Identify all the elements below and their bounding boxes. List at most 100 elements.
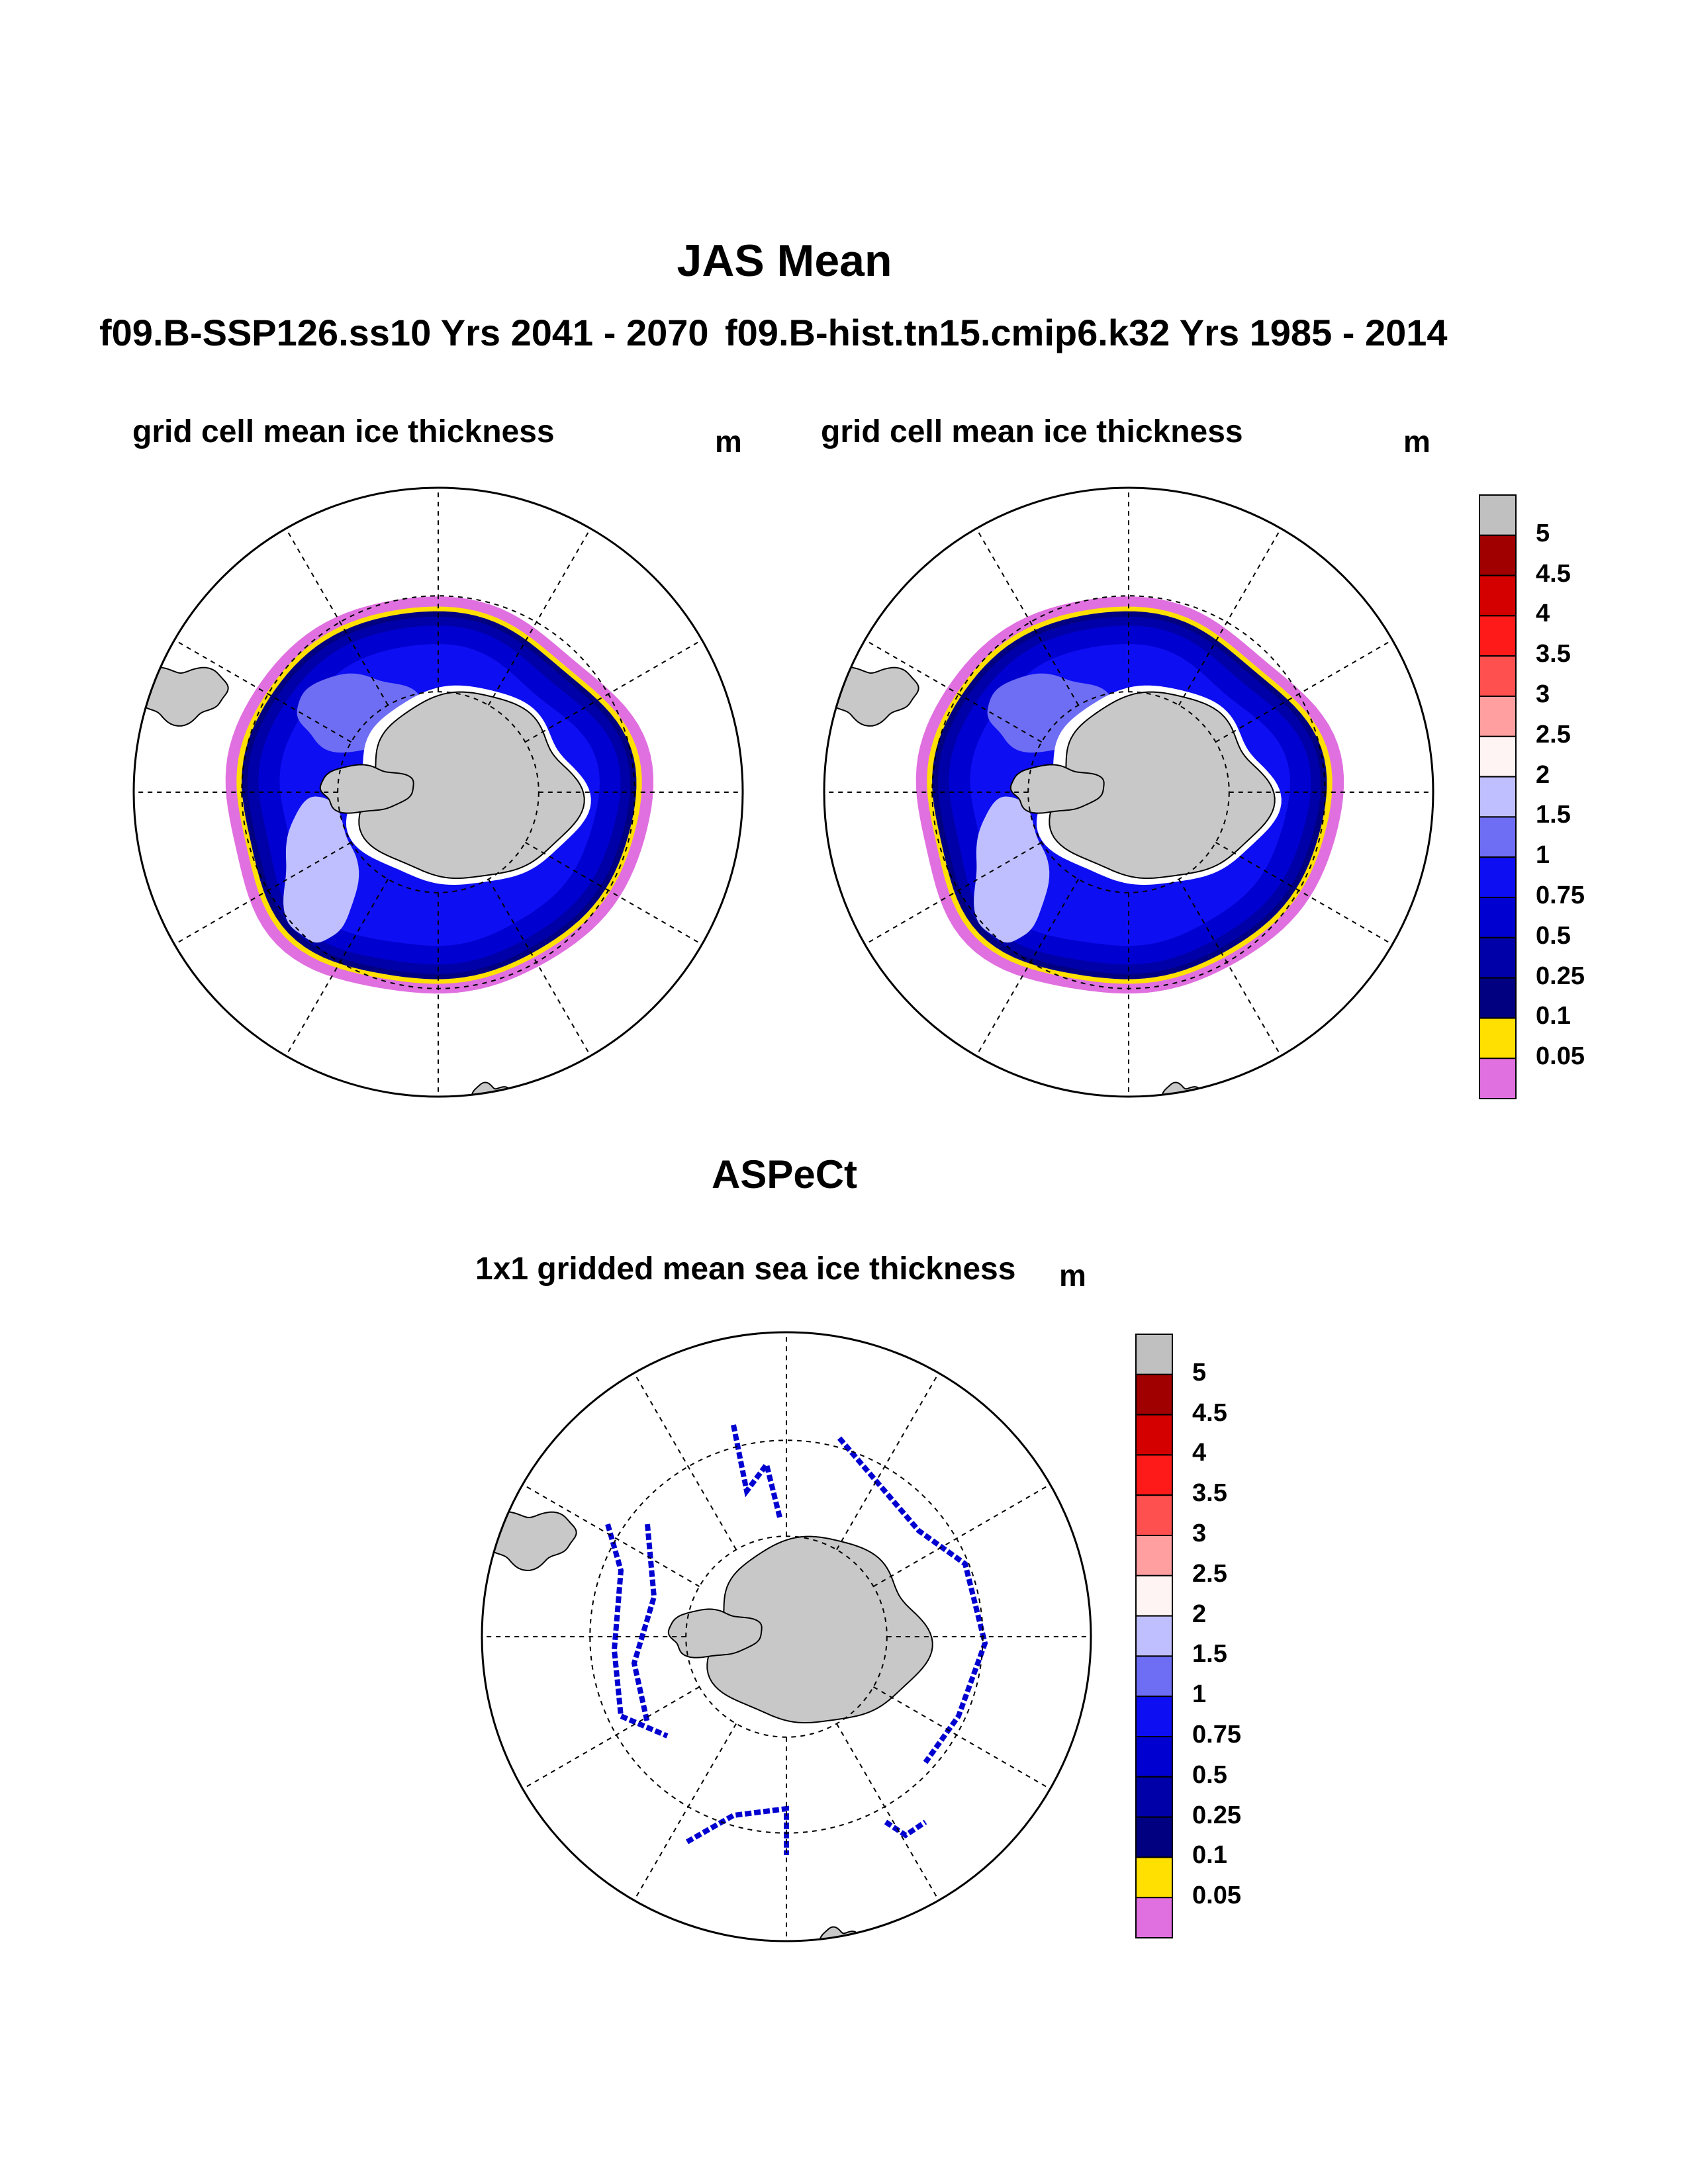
colorbar-box-4 [1479,655,1517,698]
meridian-10 [488,528,591,706]
meridian-7 [522,1484,700,1587]
ship-track-5 [884,1819,927,1839]
ship-track-3 [837,1436,988,1764]
colorbar-tick-label: 0.25 [1536,962,1585,990]
colorbar-tick-label: 4 [1192,1439,1207,1467]
main-title: JAS Mean [677,236,892,286]
colorbar-tick-label: 0.1 [1536,1002,1571,1030]
meridian-1 [524,842,702,945]
colorbar-tick-label: 2 [1536,760,1550,789]
graticule [482,1332,1091,1941]
ship-track-0 [605,1523,669,1739]
meridian-11 [872,1484,1051,1587]
colorbar-tick-label: 0.5 [1536,921,1571,950]
meridian-5 [865,842,1043,945]
colorbar-box-13 [1479,1017,1517,1060]
graticule [134,488,743,1097]
colorbar-tick-label: 4.5 [1192,1398,1227,1427]
meridian-1 [1215,842,1393,945]
colorbar-box-11 [1135,1776,1173,1818]
colorbar-box-14 [1135,1897,1173,1938]
bottom-panel-unit: m [1059,1258,1086,1293]
left-panel-label: grid cell mean ice thickness [132,414,555,449]
meridian-5 [174,842,352,945]
colorbar-tick-label: 1 [1192,1680,1207,1709]
meridian-10 [836,1373,939,1551]
colorbar-box-14 [1479,1058,1517,1099]
map-border [132,486,744,1098]
colorbar-box-5 [1479,696,1517,737]
meridian-7 [865,639,1043,743]
colorbar-box-4 [1135,1494,1173,1536]
map-border [823,486,1434,1098]
right-panel-unit: m [1403,424,1430,459]
graticule [824,488,1433,1097]
colorbar-tick-label: 3.5 [1536,640,1571,668]
colorbar-box-3 [1479,615,1517,657]
colorbar-box-11 [1479,936,1517,979]
right-panel-label: grid cell mean ice thickness [821,414,1243,449]
colorbar-box-9 [1135,1696,1173,1737]
meridian-2 [1178,878,1282,1056]
meridian-4 [976,878,1079,1056]
colorbar-tick-label: 0.05 [1192,1882,1241,1910]
map-content [824,488,1433,1097]
left-panel-unit: m [715,424,742,459]
colorbar-tick-label: 3.5 [1192,1479,1227,1508]
colorbar-box-5 [1135,1535,1173,1576]
polar-map-2 [481,1331,1092,1942]
colorbar-box-9 [1479,856,1517,898]
polar-map-0 [132,486,744,1098]
meridian-7 [174,639,352,743]
colorbar-box-6 [1479,735,1517,778]
meridian-11 [524,639,702,743]
bottom-panel-label: 1x1 gridded mean sea ice thickness [475,1251,1016,1287]
colorbar-box-7 [1479,776,1517,818]
colorbar-box-0 [1479,494,1517,536]
meridian-10 [1178,528,1282,706]
ross-thick-ice [974,796,1050,943]
colorbar-tick-label: 1.5 [1536,801,1571,829]
colorbar-tick-label: 2.5 [1192,1559,1227,1588]
colorbar-box-12 [1135,1816,1173,1858]
colorbar-tick-label: 3 [1536,680,1550,708]
meridian-2 [488,878,591,1056]
ship-track-2 [731,1424,782,1518]
colorbar-box-2 [1479,574,1517,617]
colorbar-tick-label: 0.75 [1536,882,1585,909]
meridian-5 [522,1686,700,1790]
colorbar-tick-label: 0.5 [1192,1760,1227,1789]
colorbar-box-3 [1135,1454,1173,1496]
colorbar-box-1 [1135,1373,1173,1416]
map-content [134,488,743,1097]
colorbar-tick-label: 2.5 [1536,720,1571,749]
bottom-title: ASPeCt [711,1152,858,1197]
meridian-8 [976,528,1079,706]
colorbar-box-2 [1135,1414,1173,1456]
left-subtitle: f09.B-SSP126.ss10 Yrs 2041 - 2070 [99,312,709,353]
map-content [482,1332,1091,1941]
colorbar-box-0 [1135,1334,1173,1375]
colorbar-tick-label: 0.75 [1192,1721,1241,1749]
colorbar-0 [1479,494,1517,1099]
colorbar-box-8 [1135,1655,1173,1698]
colorbar-tick-label: 4.5 [1536,559,1571,588]
colorbar-box-1 [1479,534,1517,576]
colorbar-box-7 [1135,1615,1173,1657]
colorbar-tick-label: 2 [1192,1600,1207,1628]
colorbar-tick-label: 0.1 [1192,1841,1227,1870]
colorbar-box-10 [1479,897,1517,938]
antarctic-peninsula [667,1608,763,1659]
colorbar-tick-label: 3 [1192,1520,1207,1547]
colorbar-tick-label: 5 [1536,519,1550,547]
right-subtitle: f09.B-hist.tn15.cmip6.k32 Yrs 1985 - 201… [725,312,1448,353]
meridian-2 [836,1723,939,1901]
colorbar-box-6 [1135,1574,1173,1617]
meridian-8 [633,1373,737,1551]
colorbar-tick-label: 1.5 [1192,1640,1227,1668]
colorbar-box-13 [1135,1856,1173,1899]
meridian-8 [285,528,389,706]
meridian-1 [872,1686,1051,1790]
colorbar-tick-label: 1 [1536,841,1550,870]
